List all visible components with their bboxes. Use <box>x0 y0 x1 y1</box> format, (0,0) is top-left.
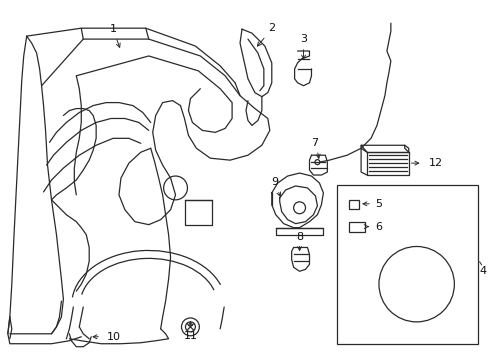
Bar <box>348 222 365 231</box>
Text: 10: 10 <box>107 332 121 342</box>
Text: 6: 6 <box>374 222 381 231</box>
Text: 2: 2 <box>268 23 275 33</box>
Text: 9: 9 <box>271 177 278 187</box>
Bar <box>348 200 358 209</box>
Text: 8: 8 <box>295 231 303 242</box>
Text: 11: 11 <box>183 331 197 341</box>
Text: 5: 5 <box>374 199 381 209</box>
Text: 7: 7 <box>310 138 317 148</box>
Text: 3: 3 <box>300 34 306 44</box>
Text: 12: 12 <box>427 158 442 168</box>
Text: 1: 1 <box>109 24 116 34</box>
Bar <box>337 185 477 344</box>
Text: 4: 4 <box>478 266 485 276</box>
